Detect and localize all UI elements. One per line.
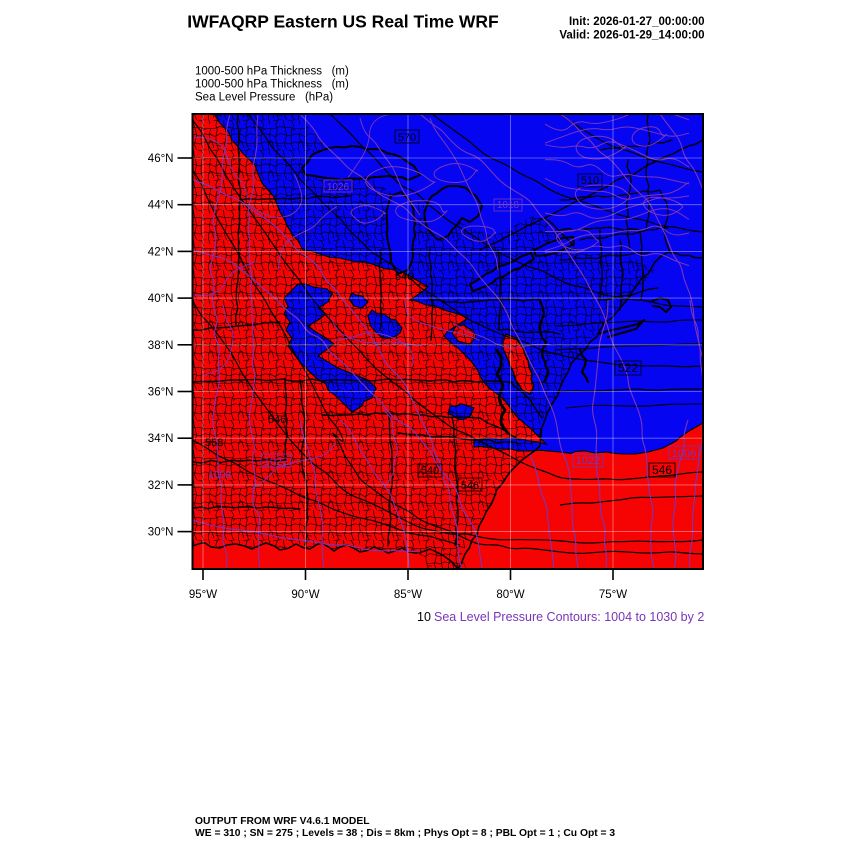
svg-text:1018: 1018 — [497, 200, 520, 211]
svg-text:546: 546 — [652, 463, 672, 477]
svg-text:1006: 1006 — [672, 448, 696, 460]
svg-text:40°N: 40°N — [148, 293, 174, 305]
svg-text:570: 570 — [398, 132, 416, 144]
svg-text:546: 546 — [268, 414, 286, 426]
svg-text:1026: 1026 — [327, 182, 350, 193]
svg-text:558: 558 — [205, 437, 223, 449]
svg-text:Sea Level Pressure Contours: 1: Sea Level Pressure Contours: 1004 to 103… — [434, 610, 704, 624]
svg-text:75°W: 75°W — [599, 589, 627, 601]
svg-text:1022: 1022 — [576, 455, 600, 467]
svg-text:1000-500 hPa Thickness (m): 1000-500 hPa Thickness (m) — [195, 79, 349, 91]
svg-text:90°W: 90°W — [291, 589, 319, 601]
svg-text:10: 10 — [417, 610, 431, 624]
svg-text:IWFAQRP Eastern US Real Time W: IWFAQRP Eastern US Real Time WRF — [187, 12, 499, 32]
svg-text:85°W: 85°W — [394, 589, 422, 601]
svg-text:1022: 1022 — [264, 456, 288, 468]
svg-text:44°N: 44°N — [148, 200, 174, 212]
svg-text:30°N: 30°N — [148, 527, 174, 539]
svg-text:546: 546 — [461, 480, 479, 492]
svg-text:46°N: 46°N — [148, 153, 174, 165]
svg-text:510: 510 — [581, 175, 599, 187]
svg-text:Sea Level Pressure (hPa): Sea Level Pressure (hPa) — [195, 92, 333, 104]
svg-text:1000-500 hPa Thickness (m): 1000-500 hPa Thickness (m) — [195, 66, 349, 78]
svg-text:80°W: 80°W — [496, 589, 524, 601]
svg-text:34°N: 34°N — [148, 433, 174, 445]
svg-text:Valid: 2026-01-29_14:00:00: Valid: 2026-01-29_14:00:00 — [559, 29, 704, 41]
svg-text:540: 540 — [421, 465, 439, 477]
svg-text:38°N: 38°N — [148, 340, 174, 352]
svg-text:522: 522 — [618, 361, 638, 375]
svg-text:95°W: 95°W — [189, 589, 217, 601]
svg-text:1008: 1008 — [208, 469, 232, 481]
svg-text:32°N: 32°N — [148, 480, 174, 492]
svg-text:42°N: 42°N — [148, 246, 174, 258]
svg-text:OUTPUT FROM WRF V4.6.1 MODEL: OUTPUT FROM WRF V4.6.1 MODEL — [195, 816, 369, 827]
svg-text:WE = 310 ; SN = 275 ; Levels =: WE = 310 ; SN = 275 ; Levels = 38 ; Dis … — [195, 828, 615, 839]
svg-text:540: 540 — [395, 271, 413, 283]
svg-text:36°N: 36°N — [148, 387, 174, 399]
svg-text:Init: 2026-01-27_00:00:00: Init: 2026-01-27_00:00:00 — [569, 16, 705, 28]
